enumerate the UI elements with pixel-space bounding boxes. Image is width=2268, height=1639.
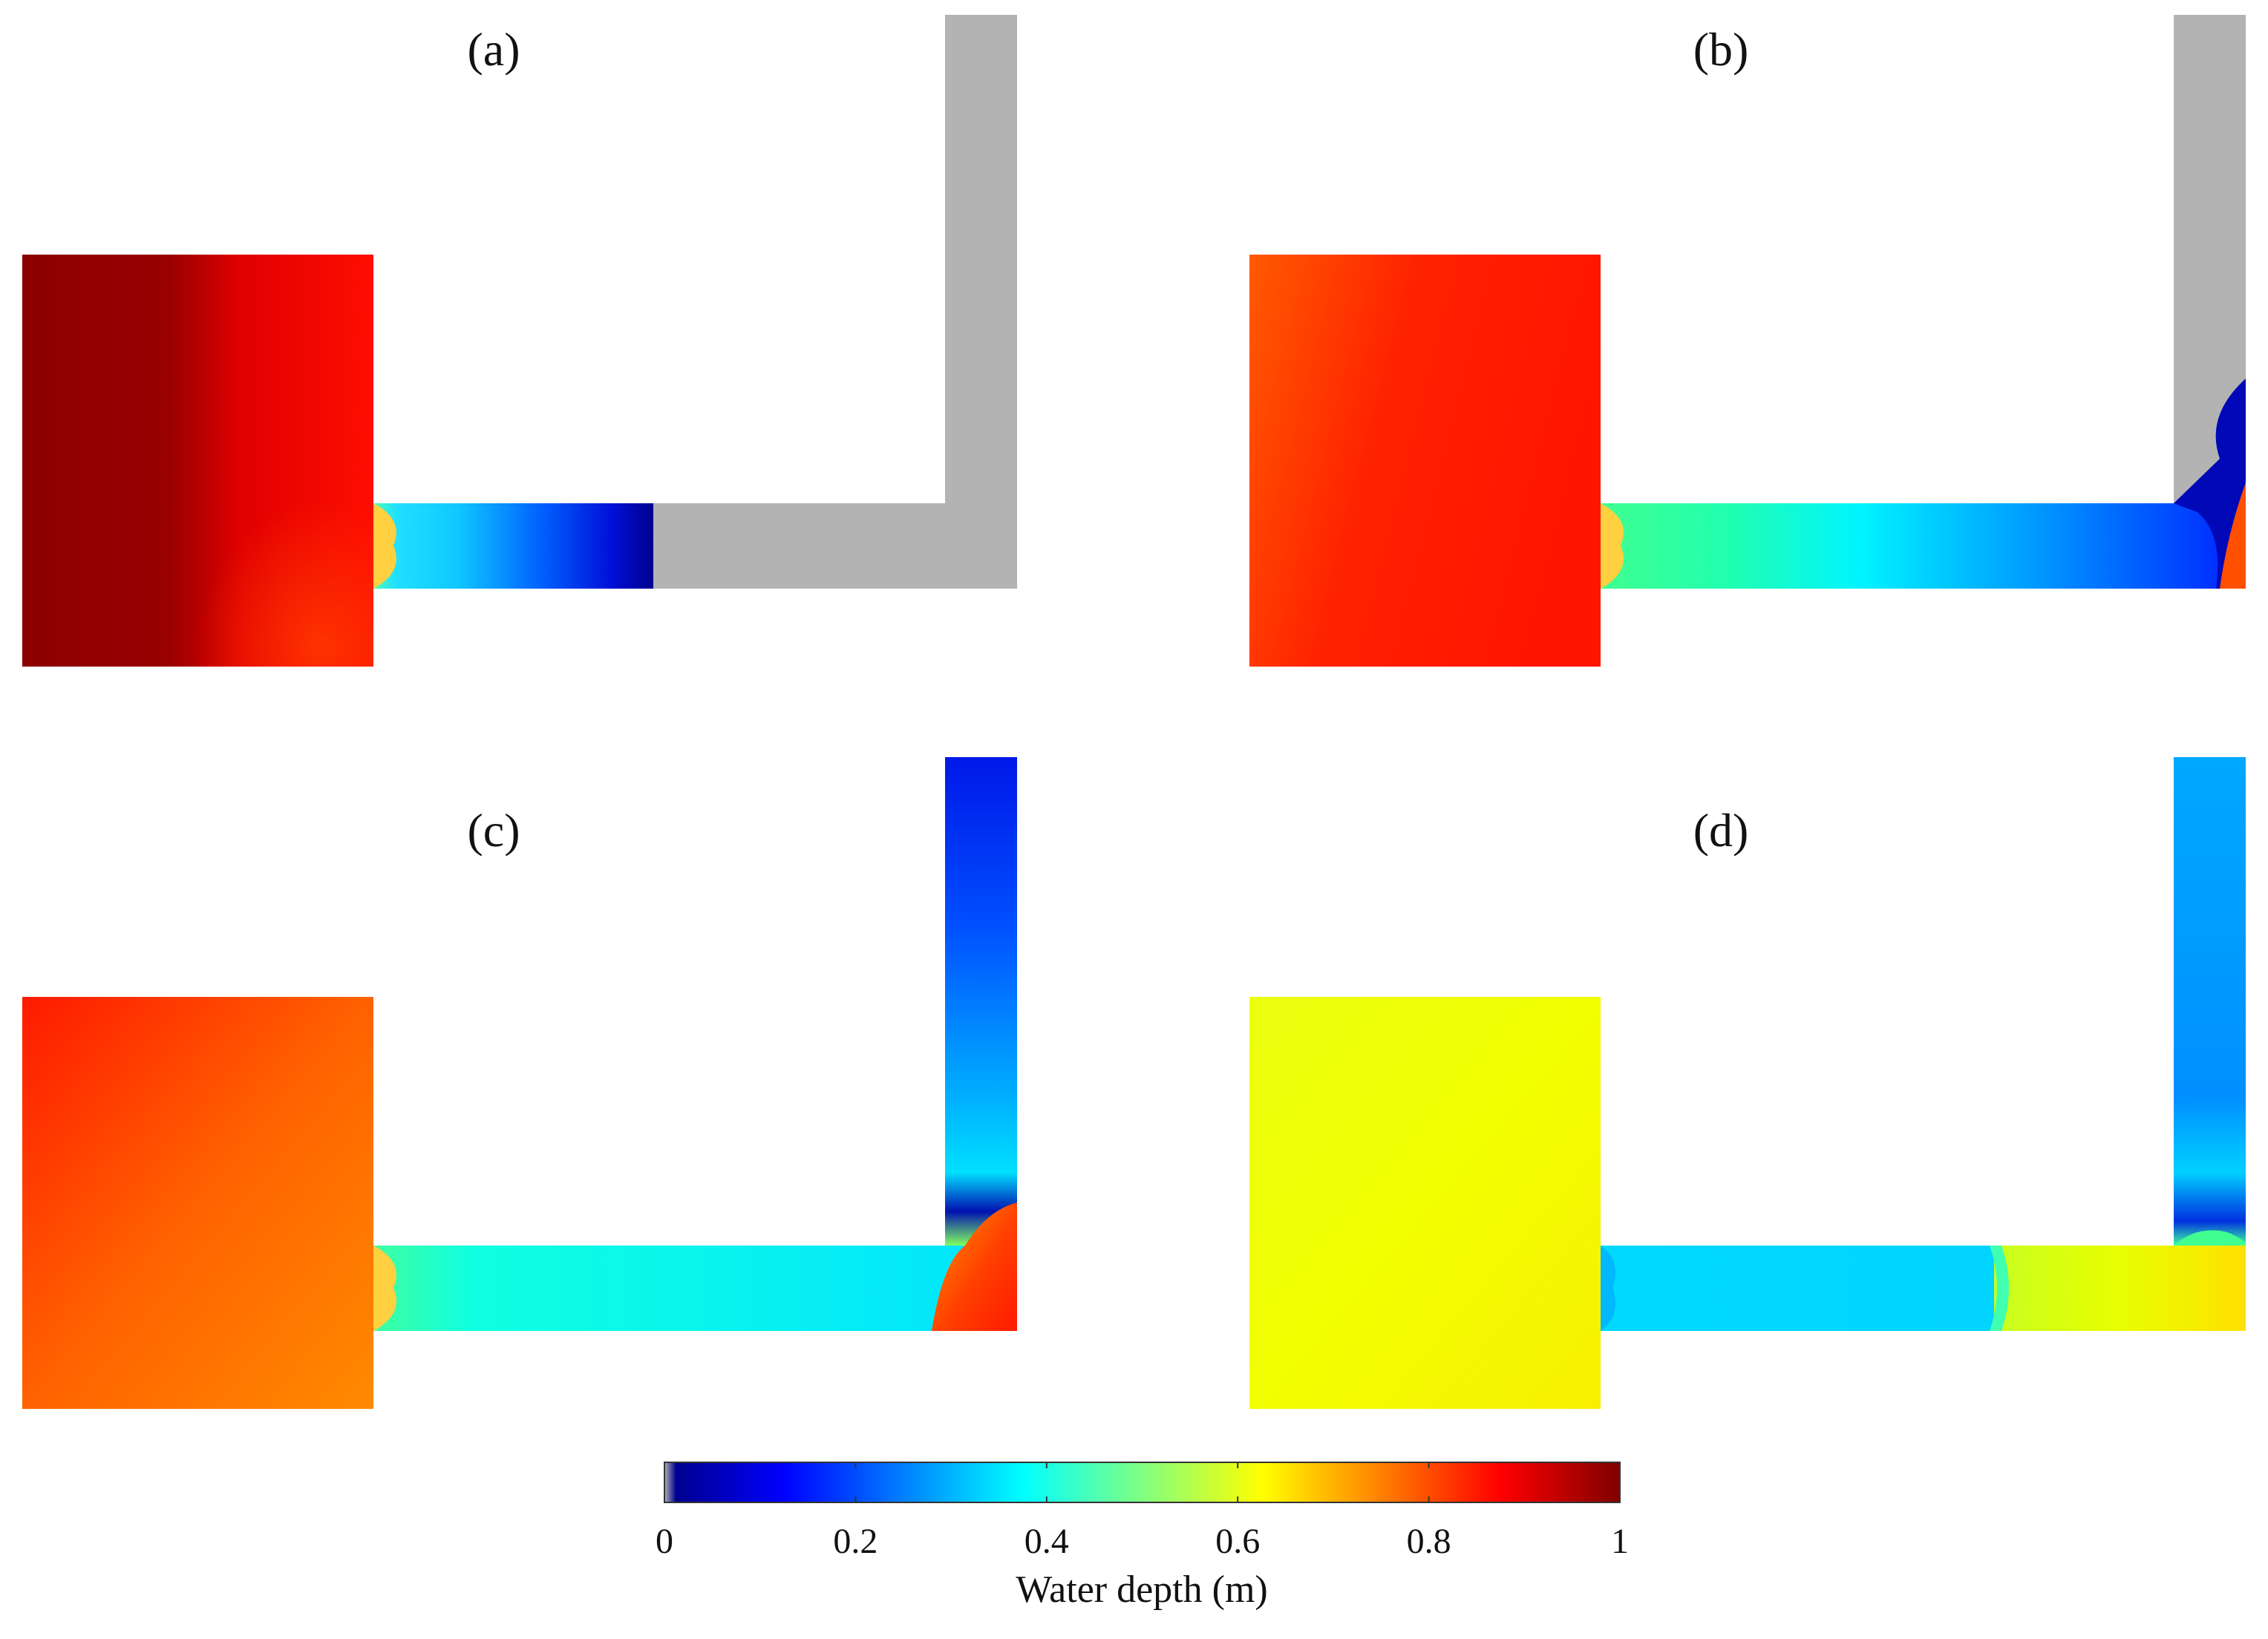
colorbar-gradient: [664, 1462, 1621, 1503]
panel-d-label: (d): [1693, 804, 1749, 857]
colorbar-ticks: 0 0.2 0.4 0.6 0.8 1: [656, 1462, 1629, 1561]
panel-d-bore-front: [1990, 1246, 2009, 1331]
panel-b: (b): [1249, 15, 2246, 667]
colorbar-title: Water depth (m): [1016, 1568, 1267, 1611]
panel-d-outlet-jet: [1601, 1246, 1616, 1331]
panel-c-reservoir: [22, 997, 373, 1409]
colorbar-tick-label: 0.6: [1215, 1522, 1260, 1561]
panel-c-outlet-jet: [373, 1246, 396, 1331]
panel-c-vertical-channel: [945, 757, 1017, 1246]
panel-b-corner-surge: [2174, 379, 2246, 589]
panel-b-outlet-jet: [1601, 503, 1624, 589]
panel-a-dry-vertical-channel: [945, 15, 1017, 589]
panel-b-reservoir: [1249, 255, 1601, 667]
panel-a-reservoir-glow: [22, 255, 373, 667]
panel-c-wet-channel: [373, 1246, 1017, 1331]
panel-b-corner-pool: [2220, 482, 2246, 589]
colorbar-tick-label: 0.8: [1407, 1522, 1451, 1561]
panel-a-outlet-jet: [373, 503, 396, 589]
colorbar-tick-label: 0: [656, 1522, 673, 1561]
panel-d-vertical-channel: [2174, 757, 2246, 1246]
panel-a: (a): [22, 15, 1017, 667]
panel-c: (c): [22, 757, 1017, 1409]
colorbar-tick-label: 0.4: [1024, 1522, 1069, 1561]
panel-d-wet-channel-upstream: [1601, 1246, 1994, 1331]
panel-a-dry-horizontal-channel: [653, 503, 1017, 589]
panel-c-corner-pool: [932, 1203, 1017, 1331]
colorbar-tick-label: 0.2: [833, 1522, 878, 1561]
panel-b-label: (b): [1693, 23, 1749, 76]
colorbar: 0 0.2 0.4 0.6 0.8 1 Water depth (m): [656, 1462, 1629, 1611]
panel-a-wet-channel: [373, 503, 653, 589]
panel-c-label: (c): [467, 804, 520, 857]
panel-d-reservoir: [1249, 997, 1601, 1409]
panel-d-wet-channel-downstream: [1994, 1246, 2246, 1331]
panel-d-corner-eddy: [2174, 1230, 2246, 1246]
panel-b-wet-channel: [1601, 503, 2246, 589]
panel-a-label: (a): [467, 23, 520, 76]
panel-d: (d): [1249, 757, 2246, 1409]
colorbar-tick-label: 1: [1611, 1522, 1629, 1561]
